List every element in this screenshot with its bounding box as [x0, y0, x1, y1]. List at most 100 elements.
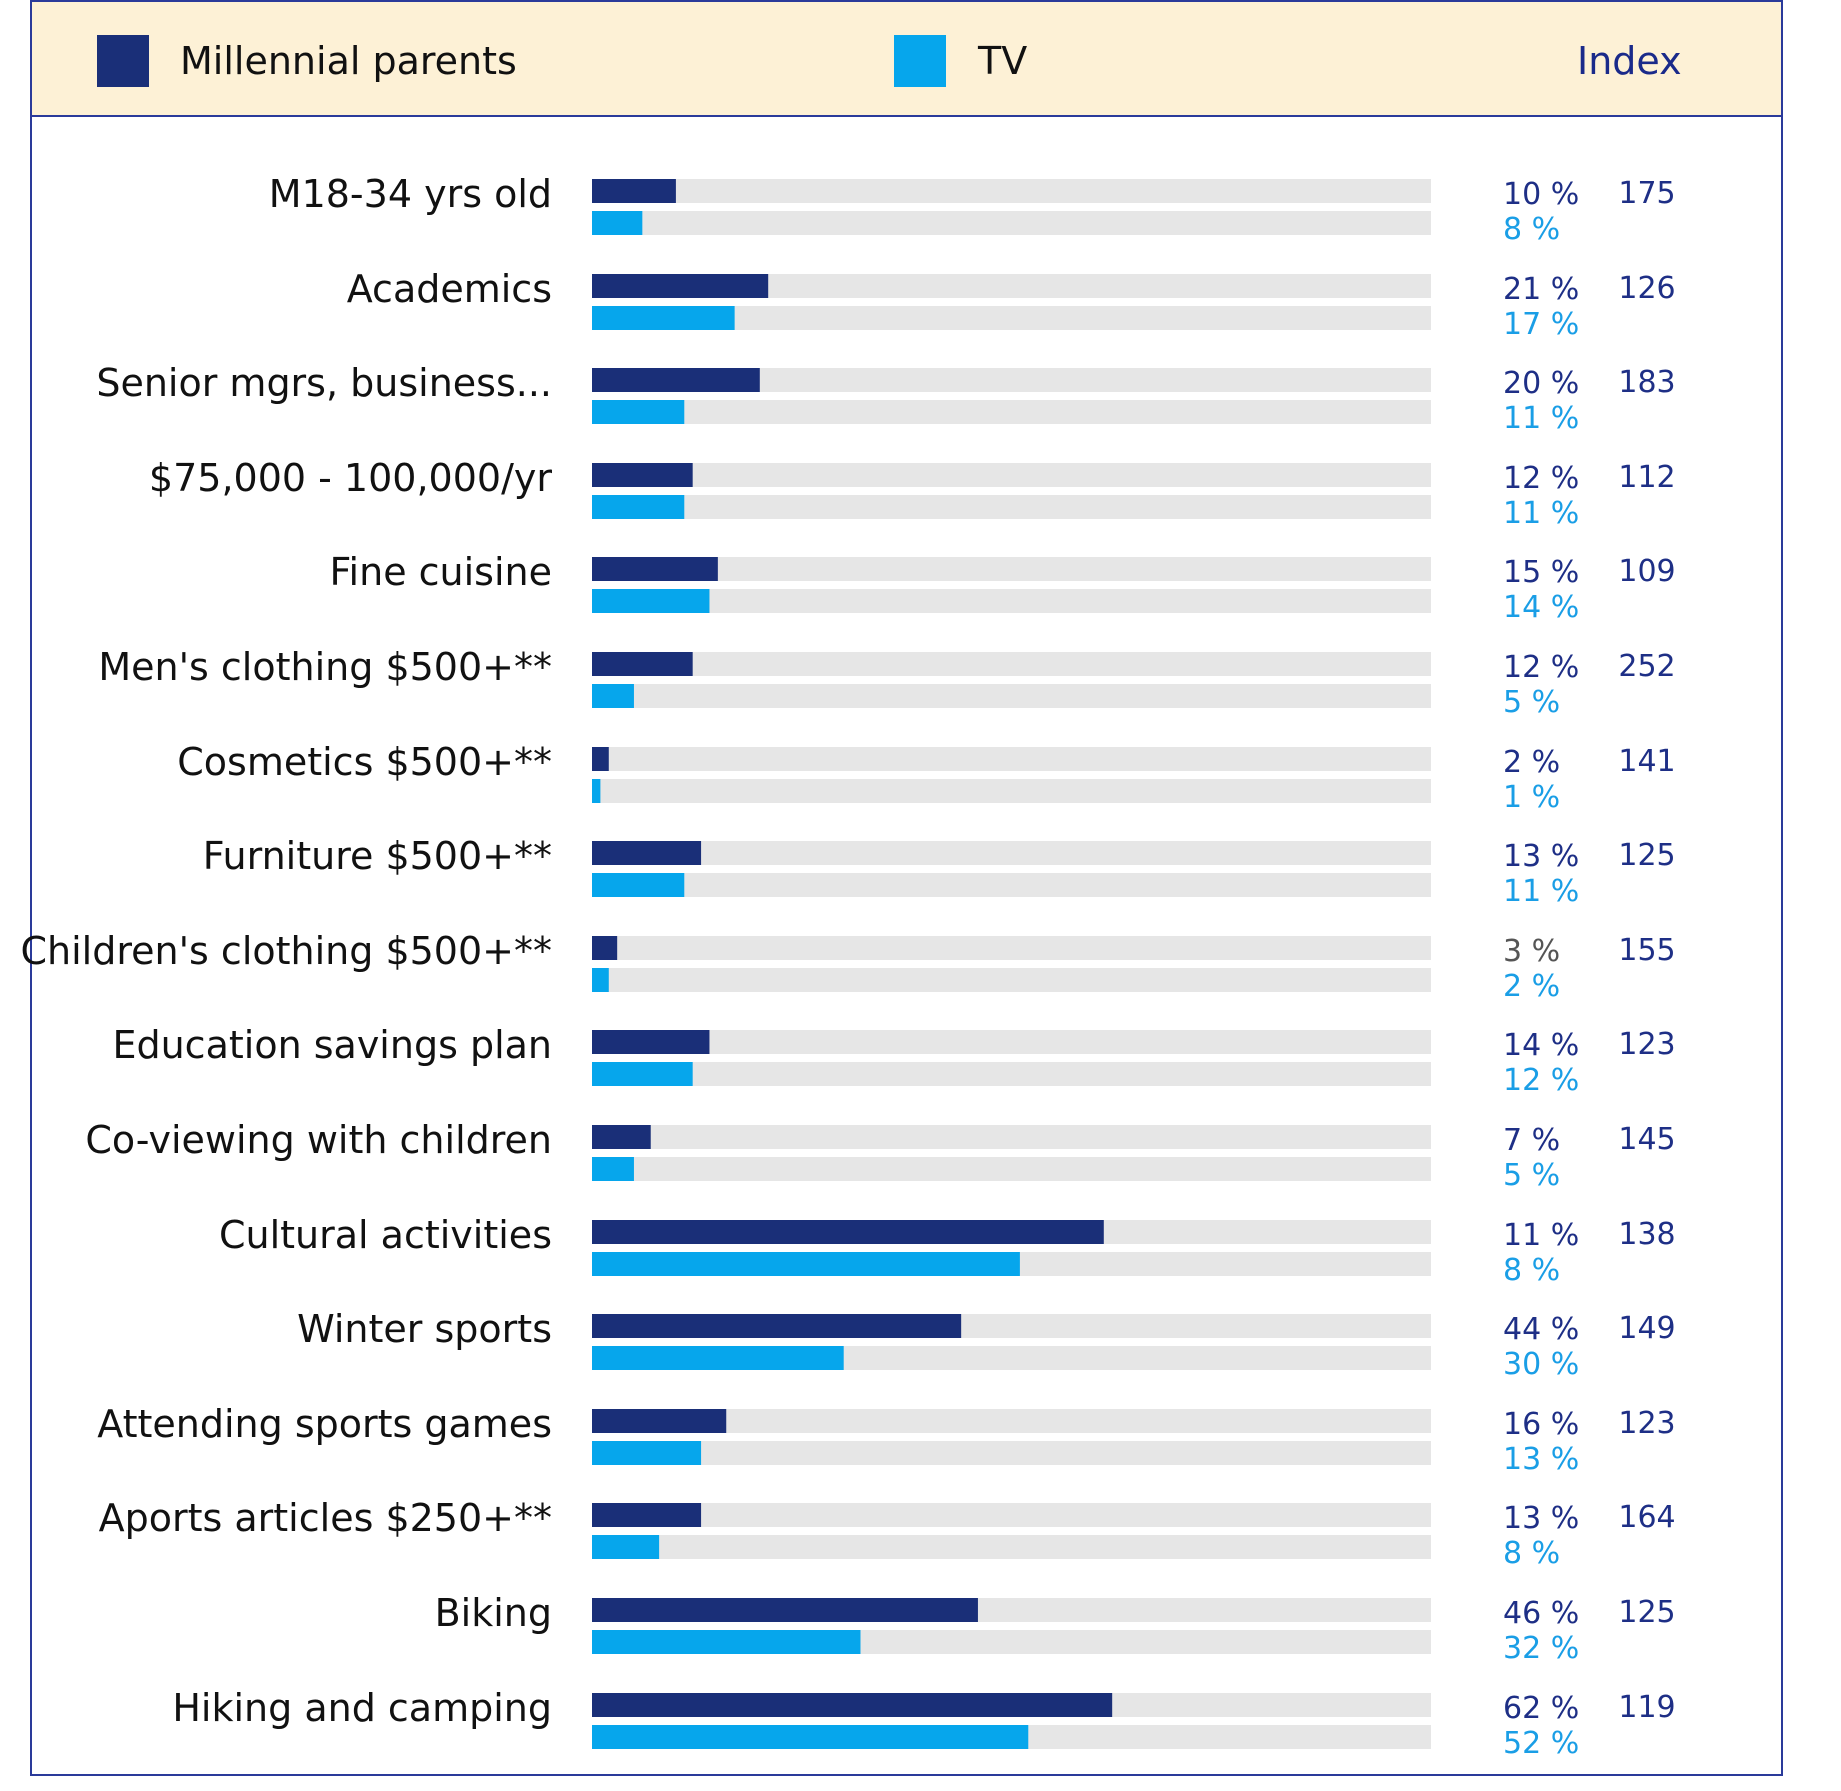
- bar-millennial-parents: [592, 1030, 710, 1054]
- category-label: Fine cuisine: [329, 550, 552, 594]
- value-label-tv: 8 %: [1503, 1253, 1560, 1288]
- value-label-tv: 8 %: [1503, 212, 1560, 247]
- index-value: 138: [1618, 1217, 1675, 1252]
- bar-track: [592, 1503, 1431, 1527]
- bar-track: [592, 652, 1431, 676]
- index-value: 149: [1618, 1311, 1675, 1346]
- bar-tv: [592, 1157, 634, 1181]
- index-value: 119: [1618, 1690, 1675, 1725]
- index-value: 112: [1618, 460, 1675, 495]
- bar-millennial-parents: [592, 841, 702, 865]
- category-label: Furniture $500+**: [203, 834, 552, 878]
- bar-millennial-parents: [592, 652, 693, 676]
- bar-millennial-parents: [592, 1125, 651, 1149]
- category-label: M18-34 yrs old: [269, 172, 552, 216]
- bar-track: [592, 589, 1431, 613]
- bar-millennial-parents: [592, 179, 676, 203]
- value-label-millennial-parents: 11 %: [1503, 1218, 1579, 1253]
- bar-track: [592, 1157, 1431, 1181]
- bar-millennial-parents: [592, 463, 693, 487]
- index-value: 123: [1618, 1027, 1675, 1062]
- value-label-millennial-parents: 12 %: [1503, 650, 1579, 685]
- category-label: Academics: [347, 267, 552, 311]
- bar-tv: [592, 1441, 702, 1465]
- value-label-millennial-parents: 14 %: [1503, 1028, 1579, 1063]
- bar-track: [592, 747, 1431, 771]
- bar-track: [592, 1441, 1431, 1465]
- bar-millennial-parents: [592, 1598, 978, 1622]
- index-value: 164: [1618, 1500, 1675, 1535]
- category-label: Attending sports games: [97, 1402, 552, 1446]
- bar-tv: [592, 1062, 693, 1086]
- bar-track: [592, 841, 1431, 865]
- bar-track: [592, 211, 1431, 235]
- value-label-millennial-parents: 12 %: [1503, 461, 1579, 496]
- index-value: 183: [1618, 365, 1675, 400]
- legend-label-tv: TV: [978, 39, 1028, 83]
- bar-track: [592, 1409, 1431, 1433]
- value-label-millennial-parents: 21 %: [1503, 272, 1579, 307]
- bar-millennial-parents: [592, 557, 718, 581]
- bar-track: [592, 684, 1431, 708]
- category-label: Biking: [435, 1591, 552, 1635]
- index-value: 145: [1618, 1122, 1675, 1157]
- category-label: Senior mgrs, business...: [96, 361, 552, 405]
- index-value: 141: [1618, 744, 1675, 779]
- bar-tv: [592, 1630, 861, 1654]
- bar-tv: [592, 211, 643, 235]
- bar-track: [592, 1062, 1431, 1086]
- bar-millennial-parents: [592, 274, 769, 298]
- index-value: 252: [1618, 649, 1675, 684]
- category-label: Cultural activities: [219, 1213, 552, 1257]
- bar-tv: [592, 1252, 1020, 1276]
- bar-millennial-parents: [592, 368, 760, 392]
- bar-tv: [592, 1725, 1029, 1749]
- value-label-tv: 52 %: [1503, 1726, 1579, 1761]
- value-label-tv: 32 %: [1503, 1631, 1579, 1666]
- category-label: Men's clothing $500+**: [98, 645, 552, 689]
- category-label: Children's clothing $500+**: [21, 929, 553, 973]
- bar-track: [592, 1125, 1431, 1149]
- index-column-header: Index: [1577, 39, 1682, 83]
- index-value: 175: [1618, 176, 1675, 211]
- bar-track: [592, 557, 1431, 581]
- bar-track: [592, 936, 1431, 960]
- bar-millennial-parents: [592, 1503, 702, 1527]
- bar-track: [592, 968, 1431, 992]
- value-label-millennial-parents: 62 %: [1503, 1691, 1579, 1726]
- value-label-tv: 12 %: [1503, 1063, 1579, 1098]
- index-value: 155: [1618, 933, 1675, 968]
- bar-millennial-parents: [592, 1409, 727, 1433]
- bar-track: [592, 873, 1431, 897]
- bar-track: [592, 1535, 1431, 1559]
- bar-track: [592, 1030, 1431, 1054]
- bar-millennial-parents: [592, 1314, 962, 1338]
- legend: Millennial parents TV Index: [32, 2, 1781, 117]
- legend-label-millennial-parents: Millennial parents: [180, 39, 517, 83]
- value-label-millennial-parents: 20 %: [1503, 366, 1579, 401]
- value-label-millennial-parents: 44 %: [1503, 1312, 1579, 1347]
- value-label-tv: 1 %: [1503, 780, 1560, 815]
- category-label: Education savings plan: [112, 1023, 552, 1067]
- bar-tv: [592, 873, 685, 897]
- bar-tv: [592, 306, 735, 330]
- index-value: 109: [1618, 554, 1675, 589]
- bar-track: [592, 779, 1431, 803]
- bar-tv: [592, 968, 609, 992]
- value-label-millennial-parents: 16 %: [1503, 1407, 1579, 1442]
- value-label-tv: 11 %: [1503, 496, 1579, 531]
- index-value: 125: [1618, 1595, 1675, 1630]
- bar-millennial-parents: [592, 936, 618, 960]
- category-label: $75,000 - 100,000/yr: [149, 456, 552, 500]
- bar-tv: [592, 1346, 844, 1370]
- bar-track: [592, 400, 1431, 424]
- value-label-millennial-parents: 15 %: [1503, 555, 1579, 590]
- value-label-tv: 17 %: [1503, 307, 1579, 342]
- bar-millennial-parents: [592, 747, 609, 771]
- value-label-millennial-parents: 13 %: [1503, 839, 1579, 874]
- value-label-millennial-parents: 13 %: [1503, 1501, 1579, 1536]
- category-label: Cosmetics $500+**: [177, 740, 552, 784]
- value-label-millennial-parents: 46 %: [1503, 1596, 1579, 1631]
- value-label-millennial-parents: 3 %: [1503, 934, 1560, 969]
